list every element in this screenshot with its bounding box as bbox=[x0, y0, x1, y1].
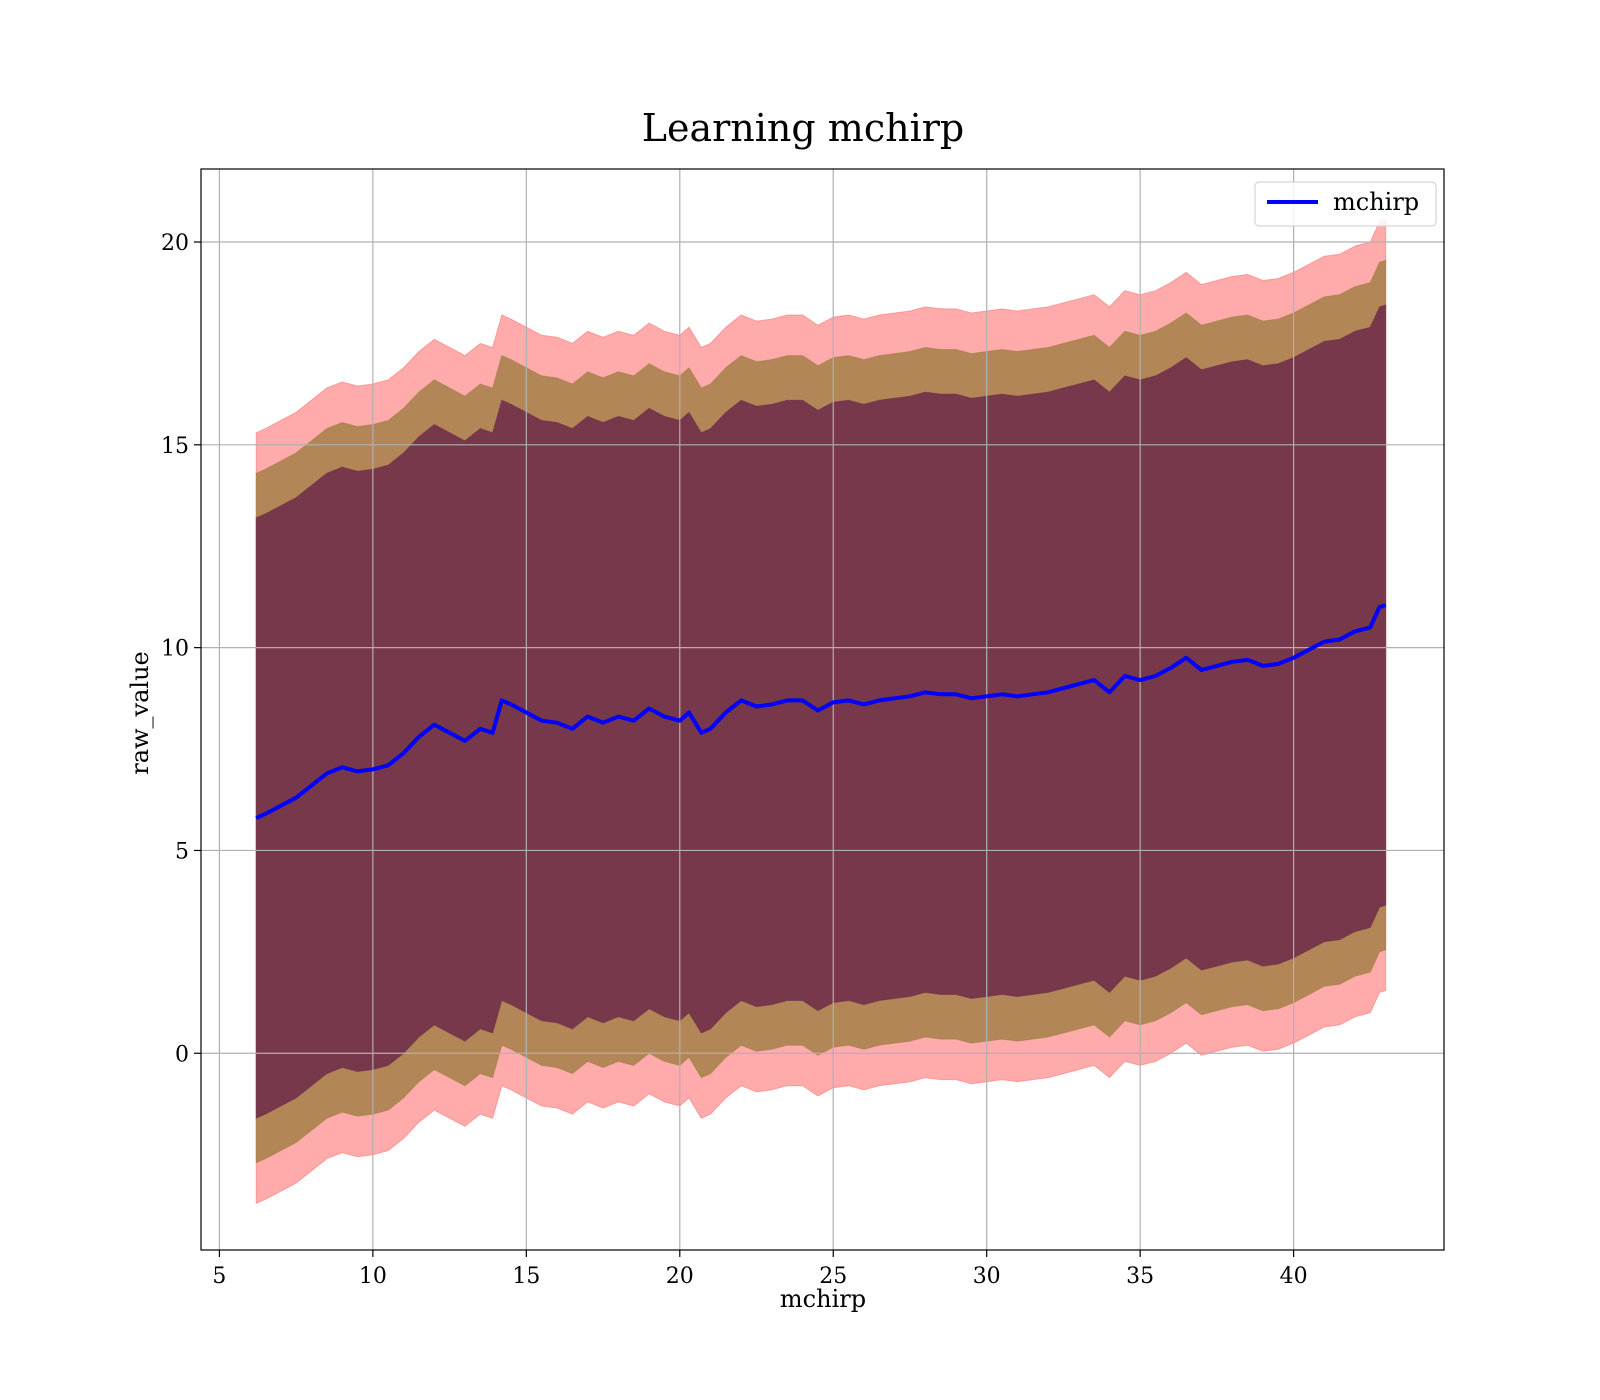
plot-frame bbox=[200, 168, 1445, 1251]
x-tick-label: 40 bbox=[1280, 1264, 1308, 1289]
y-tick-label: 0 bbox=[175, 1042, 189, 1067]
band-inner bbox=[255, 304, 1387, 1119]
y-tick-label: 5 bbox=[175, 839, 189, 864]
x-tick-label: 25 bbox=[819, 1264, 847, 1289]
x-tick-label: 15 bbox=[512, 1264, 540, 1289]
x-tick-label: 10 bbox=[359, 1264, 387, 1289]
x-tick-label: 5 bbox=[212, 1264, 226, 1289]
x-axis-ticks: 5 10 15 20 25 30 35 40 bbox=[212, 1250, 1308, 1289]
y-tick-label: 20 bbox=[161, 231, 189, 256]
legend-box bbox=[1254, 181, 1437, 227]
series-line-mchirp bbox=[255, 603, 1387, 820]
legend-label: mchirp bbox=[1333, 188, 1419, 216]
confidence-bands bbox=[255, 219, 1387, 1205]
legend: mchirp bbox=[1254, 181, 1437, 227]
series-lines bbox=[255, 603, 1387, 820]
x-tick-label: 30 bbox=[973, 1264, 1001, 1289]
x-axis-title: mchirp bbox=[780, 1285, 866, 1313]
y-axis-title: raw_value bbox=[126, 651, 154, 775]
x-tick-label: 35 bbox=[1126, 1264, 1154, 1289]
chart-title: Learning mchirp bbox=[642, 106, 964, 150]
grid bbox=[201, 169, 1444, 1250]
y-axis-ticks: 0 5 10 15 20 bbox=[161, 231, 201, 1067]
y-tick-label: 10 bbox=[161, 637, 189, 662]
y-tick-label: 15 bbox=[161, 434, 189, 459]
x-tick-label: 20 bbox=[666, 1264, 694, 1289]
